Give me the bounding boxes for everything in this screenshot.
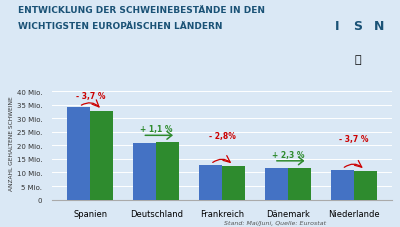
Bar: [222, 166, 245, 200]
Bar: [330, 170, 354, 200]
Bar: [90, 111, 114, 200]
Bar: [288, 168, 311, 200]
Text: S: S: [354, 20, 362, 33]
Text: + 1,1 %: + 1,1 %: [140, 125, 172, 133]
Text: I: I: [334, 20, 339, 33]
Text: - 3,7 %: - 3,7 %: [76, 92, 105, 101]
Text: 🐷: 🐷: [355, 55, 361, 65]
Text: - 3,7 %: - 3,7 %: [339, 134, 368, 143]
Text: N: N: [374, 20, 384, 33]
Y-axis label: ANZAHL GEHALTENE SCHWEINE: ANZAHL GEHALTENE SCHWEINE: [9, 96, 14, 190]
Text: ENTWICKLUNG DER SCHWEINEBESTÄNDE IN DEN: ENTWICKLUNG DER SCHWEINEBESTÄNDE IN DEN: [18, 6, 265, 15]
Legend: 2023, 2024: 2023, 2024: [112, 224, 183, 227]
Text: WICHTIGSTEN EUROPÄISCHEN LÄNDERN: WICHTIGSTEN EUROPÄISCHEN LÄNDERN: [18, 22, 222, 30]
Bar: [265, 169, 288, 200]
Text: - 2,8%: - 2,8%: [208, 131, 236, 140]
Bar: [68, 108, 90, 200]
Bar: [199, 165, 222, 200]
Bar: [133, 143, 156, 200]
Bar: [156, 143, 179, 200]
Text: Stand: Mai/Juni, Quelle: Eurostat: Stand: Mai/Juni, Quelle: Eurostat: [224, 220, 326, 225]
Text: + 2,3 %: + 2,3 %: [272, 150, 304, 159]
Bar: [354, 171, 376, 200]
